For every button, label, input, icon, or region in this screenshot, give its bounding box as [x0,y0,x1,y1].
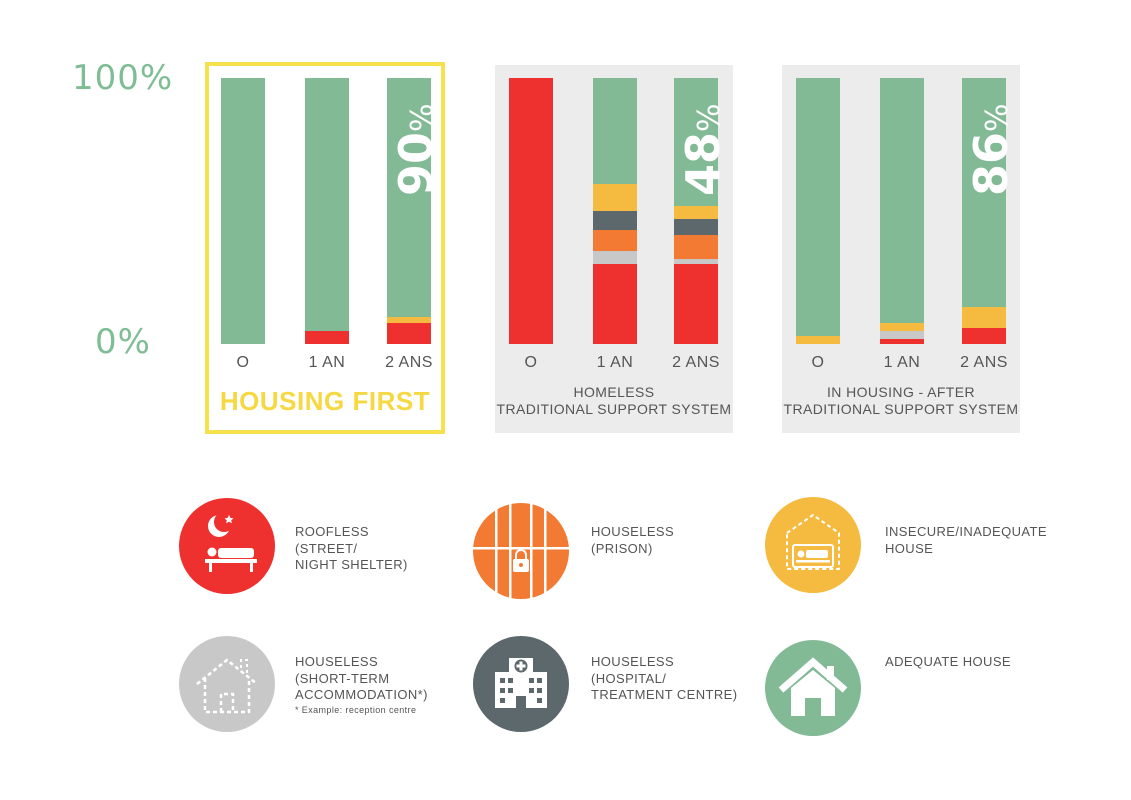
homeless_traditional-bar-1-adequate-segment [593,78,637,185]
housing_first-highlight-label: 90% [389,103,443,196]
adequate-label: ADEQUATE HOUSE [885,654,1011,671]
in_housing_traditional-highlight-value: 86 [964,131,1018,196]
in_housing_traditional-highlight-label: 86% [964,103,1018,196]
prison-label-line2: (PRISON) [591,540,653,556]
insecure-label: INSECURE/INADEQUATE HOUSE [885,524,1047,557]
housing_first-highlight-value: 90 [389,131,443,196]
in_housing_traditional-tick-2: 2 ANS [960,354,1008,371]
homeless_traditional-bar-1-roofless-segment [593,264,637,344]
in_housing_traditional-bar-1-roofless-segment [880,338,924,344]
housing_first-tick-1: 1 AN [308,354,346,371]
in-housing-traditional-caption: IN HOUSING - AFTER TRADITIONAL SUPPORT S… [782,384,1020,418]
insecure-label-line2: HOUSE [885,540,934,556]
insecure-circle [765,497,861,593]
short-term-label-line3: ACCOMMODATION*) [295,687,428,702]
roofless-label-line3: NIGHT SHELTER) [295,557,408,572]
homeless_traditional-bar-2 [674,78,718,344]
homeless_traditional-bar-2-adequate-segment [674,78,718,206]
homeless_traditional-tick-1: 1 AN [596,354,634,371]
in-housing-traditional-caption-line2: TRADITIONAL SUPPORT SYSTEM [783,401,1019,417]
in-housing-traditional-caption-line1: IN HOUSING - AFTER [827,384,975,400]
housing_first-bar-2-roofless-segment [387,322,431,344]
housing-first-title: HOUSING FIRST [219,386,431,416]
short-term-circle [179,636,275,732]
dashed-house-outline-icon [196,658,258,714]
prison-label: HOUSELESS (PRISON) [591,524,674,557]
homeless_traditional-tick-2: 2 ANS [672,354,720,371]
hospital-building-icon [495,658,547,708]
homeless_traditional-tick-0: O [524,354,538,371]
prison-circle [473,503,569,599]
homeless-traditional-caption-line1: HOMELESS [573,384,655,400]
in_housing_traditional-bar-1 [880,78,924,344]
homeless_traditional-bar-2-roofless-segment [674,264,718,344]
prison-bars-lock-icon [473,503,569,599]
housing_first-bar-1-adequate-segment [305,78,349,331]
homeless-traditional-caption-line2: TRADITIONAL SUPPORT SYSTEM [496,401,732,417]
hospital-label-line2: (HOSPITAL/ [591,670,667,686]
housing_first-bar-2-adequate-segment [387,78,431,318]
in_housing_traditional-bar-0 [796,78,840,344]
homeless_traditional-bar-0 [509,78,553,344]
homeless_traditional-highlight-unit: % [692,103,727,132]
adequate-label-line1: ADEQUATE HOUSE [885,654,1011,669]
short-term-footnote: * Example: reception centre [295,704,417,715]
in_housing_traditional-bar-0-insecure-segment [796,336,840,344]
homeless_traditional-bar-1 [593,78,637,344]
in_housing_traditional-bar-1-short-term-segment [880,330,924,339]
housing_first-bar-0-adequate-segment [221,78,265,344]
house-icon [778,657,848,716]
in_housing_traditional-bar-1-insecure-segment [880,322,924,331]
homeless_traditional-bar-0-roofless-segment [509,78,553,344]
in_housing_traditional-bar-0-adequate-segment [796,78,840,337]
homeless-traditional-caption: HOMELESS TRADITIONAL SUPPORT SYSTEM [495,384,733,418]
housing_first-tick-2: 2 ANS [385,354,433,371]
hospital-label-line3: TREATMENT CENTRE) [591,687,738,702]
homeless_traditional-bar-2-prison-segment [674,234,718,259]
housing_first-bar-0 [221,78,265,344]
homeless_traditional-highlight-label: 48% [676,103,730,196]
in_housing_traditional-bar-2-insecure-segment [962,306,1006,329]
in_housing_traditional-bar-1-adequate-segment [880,78,924,323]
housing_first-tick-0: O [236,354,250,371]
housing_first-bar-1 [305,78,349,344]
roofless-label: ROOFLESS (STREET/ NIGHT SHELTER) [295,524,408,574]
roofless-circle [179,498,275,594]
short-term-label-line1: HOUSELESS [295,654,379,669]
homeless_traditional-bar-1-hospital-segment [593,211,637,230]
hospital-label-line1: HOUSELESS [591,654,675,669]
roofless-label-line1: ROOFLESS [295,524,369,539]
housing_first-highlight-unit: % [405,103,440,132]
prison-label-line1: HOUSELESS [591,524,675,539]
homeless_traditional-bar-2-short-term-segment [674,258,718,265]
adequate-circle [765,640,861,736]
in_housing_traditional-bar-2-adequate-segment [962,78,1006,307]
in_housing_traditional-highlight-unit: % [980,103,1015,132]
in_housing_traditional-bar-2-roofless-segment [962,328,1006,344]
hospital-circle [473,636,569,732]
housing_first-bar-1-roofless-segment [305,330,349,344]
in_housing_traditional-tick-1: 1 AN [883,354,921,371]
y-axis-bottom-label: 0% [95,322,151,362]
housing_first-bar-2-insecure-segment [387,317,431,323]
in_housing_traditional-bar-2 [962,78,1006,344]
insecure-label-line1: INSECURE/INADEQUATE [885,524,1047,539]
in_housing_traditional-tick-0: O [811,354,825,371]
homeless_traditional-bar-1-insecure-segment [593,184,637,211]
hospital-label: HOUSELESS (HOSPITAL/ TREATMENT CENTRE) [591,654,737,704]
y-axis-top-label: 100% [72,58,174,98]
homeless_traditional-bar-1-short-term-segment [593,250,637,265]
roofless-label-line2: (STREET/ [295,540,358,556]
homeless_traditional-bar-2-insecure-segment [674,205,718,219]
homeless_traditional-highlight-value: 48 [676,131,730,196]
moon-sleeping-bench-icon [205,512,257,572]
short-term-label: HOUSELESS (SHORT-TERM ACCOMMODATION*) * … [295,654,428,716]
homeless_traditional-bar-1-prison-segment [593,229,637,251]
short-term-label-line2: (SHORT-TERM [295,670,390,686]
homeless_traditional-bar-2-hospital-segment [674,219,718,235]
dashed-house-bed-icon [786,513,840,570]
housing_first-bar-2 [387,78,431,344]
